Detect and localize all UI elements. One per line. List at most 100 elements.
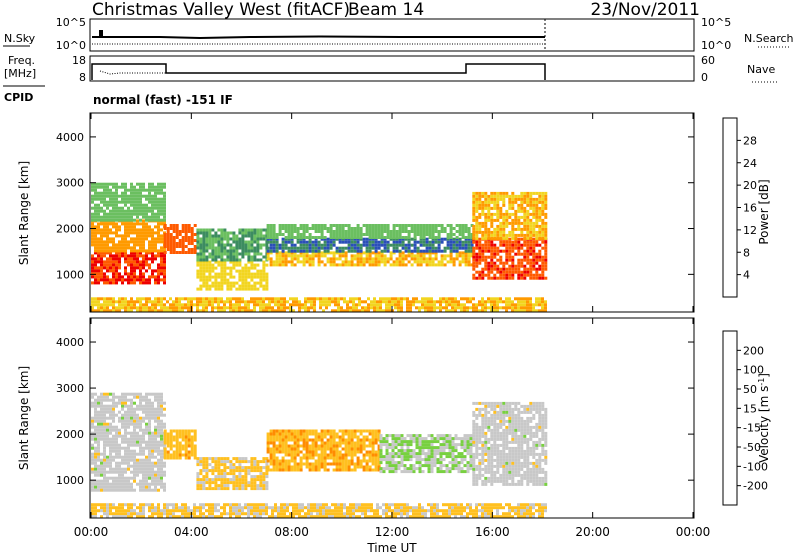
power-cell	[419, 249, 423, 253]
power-data-region	[163, 224, 197, 254]
power-cell	[94, 203, 97, 207]
power-cell	[163, 269, 166, 273]
velocity-cell	[379, 449, 383, 453]
velocity-cell	[379, 461, 383, 465]
velocity-cell	[409, 440, 413, 444]
power-cell	[202, 228, 206, 232]
velocity-cell	[154, 398, 157, 402]
power-cell	[467, 243, 471, 247]
power-cell	[232, 234, 236, 238]
velocity-cell	[103, 431, 106, 435]
power-cell	[529, 309, 532, 313]
velocity-cell	[112, 428, 115, 432]
nsky-frame	[89, 18, 695, 52]
velocity-cell	[406, 458, 410, 462]
velocity-cell	[187, 456, 191, 460]
velocity-cell	[421, 440, 425, 444]
power-cell	[223, 252, 227, 256]
velocity-cell	[421, 446, 425, 450]
velocity-cell	[317, 459, 321, 463]
power-cell	[338, 224, 342, 227]
velocity-cell	[293, 456, 297, 460]
power-cell	[241, 284, 245, 288]
power-cell	[511, 267, 515, 271]
velocity-cell	[356, 429, 360, 433]
power-cell	[514, 194, 518, 198]
power-cell	[520, 252, 524, 256]
velocity-cell	[142, 449, 145, 453]
power-cell	[502, 224, 506, 228]
velocity-cell	[154, 392, 157, 396]
power-cell	[272, 249, 276, 253]
velocity-cell	[142, 485, 145, 489]
velocity-cell	[211, 472, 215, 476]
velocity-cell	[299, 468, 303, 472]
power-cell	[496, 303, 499, 307]
power-cell	[419, 263, 423, 267]
power-cell	[265, 272, 269, 276]
power-cell	[544, 261, 548, 265]
power-cell	[529, 273, 533, 277]
power-cell	[445, 306, 448, 310]
power-cell	[151, 212, 154, 216]
velocity-cell	[418, 437, 422, 441]
power-cell	[538, 309, 541, 313]
power-cell	[544, 236, 548, 240]
velocity-cell	[262, 484, 266, 488]
power-cell	[416, 240, 420, 244]
velocity-cell	[356, 441, 360, 445]
power-cell	[523, 303, 526, 307]
power-cell	[238, 240, 242, 244]
power-cell	[272, 263, 276, 267]
velocity-cell	[385, 440, 389, 444]
velocity-cell	[335, 435, 339, 439]
power-cell	[106, 212, 109, 216]
power-cell	[241, 287, 245, 291]
power-cell	[496, 270, 500, 274]
power-cell	[341, 251, 345, 255]
power-cell	[109, 240, 112, 244]
velocity-cell	[148, 407, 151, 411]
power-cell	[502, 218, 506, 222]
velocity-cell	[265, 457, 269, 461]
power-cell	[202, 255, 206, 259]
power-cell	[317, 251, 321, 255]
power-cell	[94, 278, 97, 282]
power-cell	[329, 240, 333, 244]
power-cell	[431, 243, 435, 247]
power-cell	[322, 303, 325, 307]
power-cell	[440, 224, 444, 227]
power-cell	[332, 237, 336, 241]
velocity-cell	[377, 450, 381, 454]
power-cell	[127, 272, 130, 276]
velocity-cell	[130, 476, 133, 480]
power-cell	[308, 240, 312, 244]
velocity-cell	[136, 458, 139, 462]
velocity-cell	[284, 441, 288, 445]
power-cell	[308, 260, 312, 264]
power-cell	[133, 194, 136, 198]
power-cell	[541, 218, 545, 222]
velocity-cell	[326, 429, 330, 433]
power-cell	[223, 228, 227, 232]
velocity-cell	[374, 462, 378, 466]
power-cell	[281, 246, 285, 250]
power-cell	[523, 206, 527, 210]
power-cell	[460, 303, 463, 307]
power-cell	[493, 273, 497, 277]
power-cell	[184, 224, 188, 227]
power-cell	[287, 251, 291, 255]
velocity-cell	[293, 438, 297, 442]
power-cell	[157, 281, 160, 285]
velocity-cell	[284, 468, 288, 472]
power-cell	[163, 209, 166, 213]
velocity-cell	[262, 487, 266, 491]
power-cell	[223, 309, 226, 313]
power-cell	[475, 303, 478, 307]
power-cell	[446, 237, 450, 241]
power-cell	[178, 303, 181, 307]
power-cell	[427, 297, 430, 301]
velocity-cell	[397, 440, 401, 444]
power-cell	[430, 303, 433, 307]
velocity-cell	[272, 432, 276, 436]
